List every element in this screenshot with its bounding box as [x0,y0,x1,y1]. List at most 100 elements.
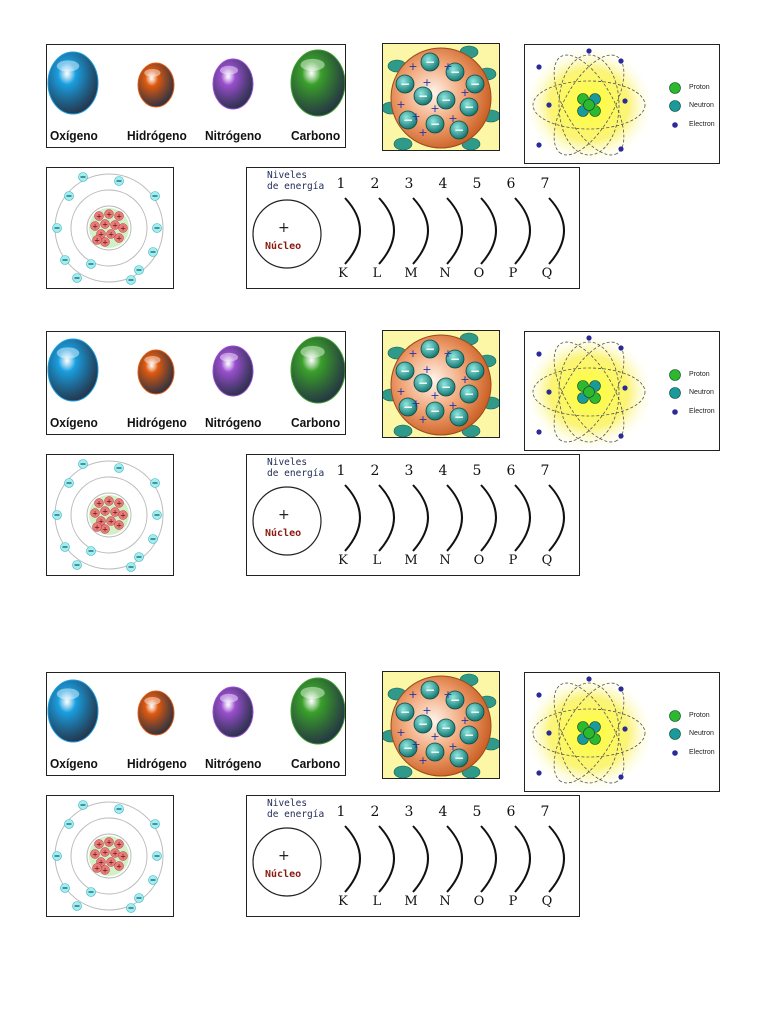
electron-icon [436,718,456,738]
energy-level-arc [378,825,395,893]
label-oxigeno: Oxígeno [50,128,98,143]
level-number-6: 6 [506,804,516,820]
plus-mark: + [112,509,118,517]
plus-mark: + [98,231,104,239]
plus-mark: + [108,859,114,867]
plus-mark: + [96,213,102,221]
plum-pudding-model-panel: − − − − − − − − − − + + + + + + + + + [382,671,500,779]
plus-sign: + [411,110,420,123]
plus-sign: + [411,738,420,751]
electron-icon [420,339,440,359]
proton-icon [90,849,100,859]
electron-icon [395,74,415,94]
energy-level-arc [446,197,463,265]
plus-mark: + [106,839,112,847]
proton-icon [106,857,116,867]
energy-level-arc [548,484,565,552]
electron-icon [398,110,418,130]
level-letter-N: N [439,553,451,568]
minus-mark [116,180,122,182]
molecules-panel: Oxígeno Hidrógeno Nitrógeno Carbono [46,672,346,776]
plus-mark: + [116,500,122,508]
hydrogen-sphere-highlight [144,355,161,364]
plus-sign: + [418,126,427,139]
energy-levels-title-line1: Niveles [267,798,308,809]
electron-icon [445,690,465,710]
energy-level-arc [378,197,395,265]
minus-mark [128,279,134,281]
nitrogen-sphere [212,686,254,738]
energy-levels-title-line1: Niveles [267,170,308,181]
level-number-3: 3 [404,804,414,820]
electron-dot-icon [618,58,624,64]
carbon-sphere [290,677,345,745]
edge-electron [393,424,413,437]
minus-mark [54,514,60,516]
level-letter-P: P [508,553,518,568]
plum-pudding-model-panel: − − − − − − − − − − + + + + + + + + + [382,330,500,438]
plus-sign: + [418,754,427,767]
electron-dot-icon [546,730,552,736]
proton-icon [94,839,104,849]
minus-mark [136,897,142,899]
minus-mark [62,887,68,889]
minus-sign: − [454,410,464,424]
orbit-path [553,341,625,443]
electron-icon [395,702,415,722]
oxygen-sphere-highlight [56,688,80,700]
plus-mark: + [96,841,102,849]
energy-level-arc [480,825,497,893]
electron-dot-icon [618,345,624,351]
plus-mark: + [92,510,98,518]
electron-dot-icon [536,770,542,776]
proton-icon [114,498,124,508]
minus-mark [74,564,80,566]
minus-mark [154,514,160,516]
level-letter-Q: Q [541,553,553,568]
energy-levels-panel: Niveles de energía + Núcleo 1 2 3 4 5 6 7 K L M N O P Q [246,167,580,289]
plus-mark: + [120,225,126,233]
electron-icon [459,97,479,117]
level-number-7: 7 [540,804,550,820]
energy-level-arc [344,197,361,265]
legend-electron-label: Electron [689,121,715,128]
electron-icon [398,738,418,758]
minus-sign: − [403,741,413,755]
electron-shell [70,817,148,895]
level-number-5: 5 [472,176,482,192]
electron-icon [445,349,465,369]
electron-shell [70,476,148,554]
electron-shell [86,833,132,879]
edge-electron [393,137,413,150]
minus-mark [150,538,156,540]
electron-dot-icon [536,142,542,148]
plus-mark: + [108,231,114,239]
carbon-sphere [290,336,345,404]
proton-icon [94,498,104,508]
label-nitrogeno: Nitrógeno [205,128,262,143]
plus-sign: + [460,86,469,99]
electron-dot-icon [618,146,624,152]
atom-model-panel: Proton Neutron Electron [524,331,720,451]
hydrogen-sphere [137,690,175,736]
electron-icon [465,702,485,722]
plus-mark: + [106,498,112,506]
energy-level-arc [344,484,361,552]
level-letter-N: N [439,266,451,281]
level-letter-M: M [404,553,418,568]
level-number-7: 7 [540,176,550,192]
level-letter-O: O [473,553,485,568]
electron-icon [465,361,485,381]
plus-sign: + [411,397,420,410]
plus-mark: + [102,239,108,247]
carbon-sphere-highlight [300,58,325,71]
electron-dot-icon [546,102,552,108]
plus-mark: + [120,853,126,861]
label-carbono: Carbono [291,128,341,143]
plus-sign: + [443,60,452,73]
electron-icon [413,714,433,734]
label-hidrogeno: Hidrógeno [127,128,187,143]
plus-mark: + [112,222,118,230]
energy-level-arc [480,484,497,552]
minus-sign: − [403,400,413,414]
